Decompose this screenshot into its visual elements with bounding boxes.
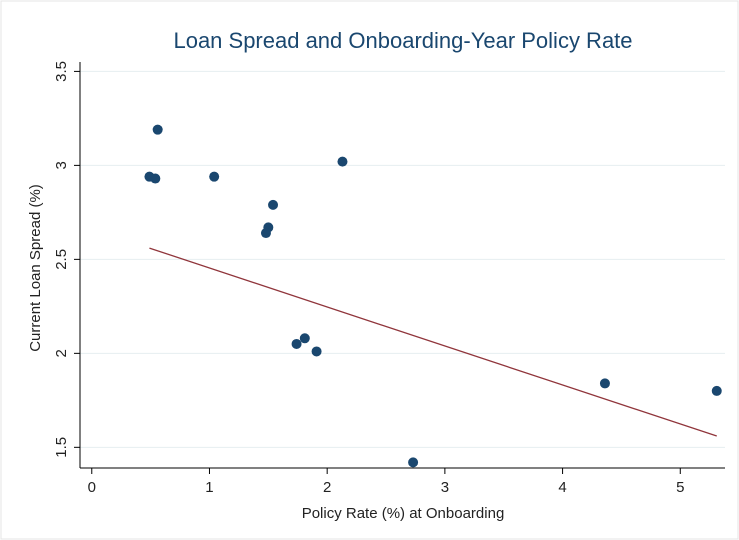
x-axis-title: Policy Rate (%) at Onboarding <box>302 505 505 522</box>
scatter-point <box>209 171 220 182</box>
y-axis-title: Current Loan Spread (%) <box>27 184 44 352</box>
scatter-point <box>311 346 322 357</box>
x-tick-label: 5 <box>676 479 684 496</box>
scatter-point <box>408 457 419 468</box>
y-tick-label: 2 <box>53 349 70 357</box>
scatter-point <box>291 338 302 349</box>
scatter-point <box>299 333 310 344</box>
scatter-point <box>150 173 161 184</box>
y-tick-label: 2.5 <box>53 249 70 270</box>
x-tick-label: 4 <box>558 479 566 496</box>
scatter-point <box>152 124 163 135</box>
scatter-point <box>268 199 279 210</box>
y-tick-label: 3 <box>53 161 70 169</box>
x-tick-label: 0 <box>88 479 96 496</box>
scatter-point <box>599 378 610 389</box>
x-tick-label: 1 <box>205 479 213 496</box>
fit-line <box>149 247 717 437</box>
y-tick-label: 1.5 <box>53 437 70 458</box>
scatter-point <box>711 385 722 396</box>
scatter-point <box>260 228 271 239</box>
chart-title: Loan Spread and Onboarding-Year Policy R… <box>173 28 632 53</box>
x-tick-label: 2 <box>323 479 331 496</box>
y-tick-label: 3.5 <box>53 61 70 82</box>
scatter-point <box>337 156 348 167</box>
x-tick-label: 3 <box>441 479 449 496</box>
